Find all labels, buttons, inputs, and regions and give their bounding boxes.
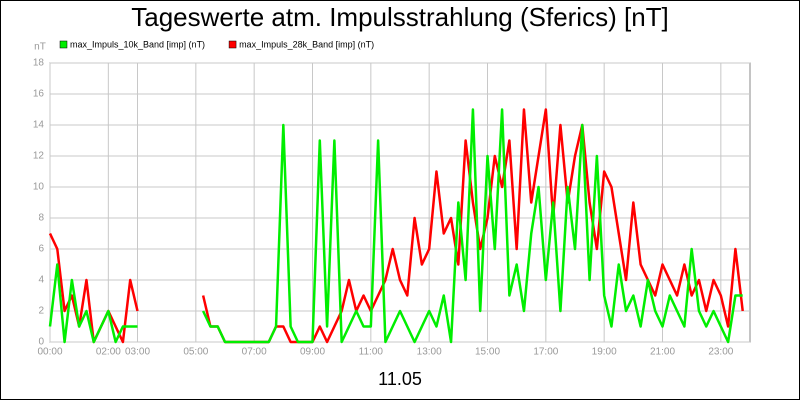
y-tick-label: 4 [38,275,44,286]
x-tick-label: 19:00 [592,347,617,358]
x-tick-label: 09:00 [300,347,325,358]
x-tick-label: 21:00 [650,347,675,358]
x-tick-label: 00:00 [37,347,62,358]
y-tick-label: 14 [33,120,45,131]
y-unit: nT [34,42,46,53]
legend-label: max_Impuls_10k_Band [imp] (nT) [70,39,205,49]
y-tick-label: 8 [38,213,44,224]
y-tick-label: 12 [33,151,45,162]
data-line [48,108,743,344]
y-tick-label: 10 [33,182,45,193]
x-tick-label: 17:00 [533,347,558,358]
x-tick-label: 03:00 [125,347,150,358]
x-tick-label: 11:00 [359,347,384,358]
plot [48,108,744,344]
y-tick-label: 18 [33,58,45,69]
y-tick-label: 0 [38,337,44,348]
y-tick-label: 2 [38,306,44,317]
legend-label: max_Impuls_28k_Band [imp] (nT) [239,39,374,49]
x-tick-label: 13:00 [417,347,442,358]
grid: 0 2 4 6 8 10 12 14 16 18 00:00 02:00 03:00 05:00 07:00… [33,58,751,358]
x-tick-label: 07:00 [242,347,267,358]
x-tick-label: 23:00 [708,347,733,358]
x-tick-label: 15:00 [475,347,500,358]
x-axis-label: 11.05 [378,369,422,389]
legend: max_Impuls_10k_Band [imp] (nT) max_Impuls… [59,39,374,49]
legend-swatch [59,40,68,49]
legend-swatch [228,40,237,49]
x-tick-label: 05:00 [183,347,208,358]
y-tick-label: 6 [38,244,44,255]
x-tick-label: 02:00 [96,347,121,358]
y-tick-label: 16 [33,89,45,100]
chart-title: Tageswerte atm. Impulsstrahlung (Sferics… [131,2,669,32]
